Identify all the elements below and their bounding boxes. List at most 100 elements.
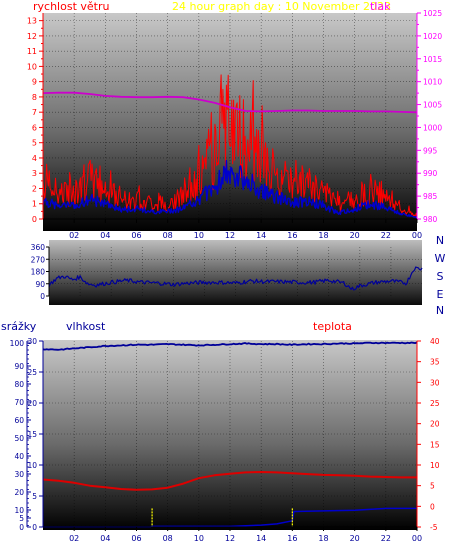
temperature-y-tick-label: 25: [430, 399, 440, 408]
wind-axis-label: rychlost větru: [33, 0, 109, 13]
humidity-y-tick-label: 10: [27, 461, 37, 470]
pressure-line: [42, 91, 418, 114]
rain-y-tick-label: 60: [14, 416, 24, 425]
pressure-y-tick-label: 995: [423, 146, 438, 155]
humidity-y-tick-label: 15: [27, 430, 37, 439]
rain-y-tick-label: 30: [14, 470, 24, 479]
wind-y-tick-label: 10: [27, 62, 37, 71]
temperature-y-tick-label: -5: [430, 523, 438, 532]
temperature-y-tick-label: 20: [430, 420, 440, 429]
chart-marks: [42, 74, 423, 528]
rain-y-tick-label: 0: [19, 523, 24, 532]
compass-label: N: [436, 234, 444, 247]
humidity-y-tick-label: 0: [32, 523, 37, 532]
pressure-y-tick-label: 990: [423, 169, 438, 178]
temperature-y-tick-label: 15: [430, 440, 440, 449]
temperature-y-tick-label: 35: [430, 358, 440, 367]
wind-y-tick-label: 11: [27, 47, 37, 56]
humidity-y-tick-label: 30: [27, 337, 37, 346]
pressure-y-tick-label: 1010: [423, 78, 442, 87]
wind-y-tick-label: 5: [32, 139, 37, 148]
rain-y-tick-label: 20: [14, 488, 24, 497]
pressure-y-tick-label: 1015: [423, 55, 442, 64]
rain-axis-label: srážky: [1, 320, 37, 333]
rain-y-tick-label: 40: [14, 452, 24, 461]
wind-x-tick-label: 16: [287, 231, 297, 240]
wind-y-tick-label: 12: [27, 32, 37, 41]
humidity-axis-label: vlhkost: [66, 320, 106, 333]
wind-base-line: [42, 159, 418, 219]
humidity-x-tick-label: 10: [194, 534, 204, 543]
wind-y-tick-label: 1: [32, 200, 37, 209]
chart-title: 24 hour graph day : 10 November 2023: [172, 0, 391, 13]
wind-y-tick-label: 0: [32, 215, 37, 224]
wind-x-tick-label: 02: [69, 231, 79, 240]
rain-y-tick-label: 100: [10, 339, 25, 348]
wind-y-tick-label: 6: [32, 123, 37, 132]
compass-label: E: [437, 288, 444, 301]
wind-speed-line: [42, 74, 418, 218]
humidity-x-tick-label: 18: [318, 534, 328, 543]
temperature-y-tick-label: 10: [430, 461, 440, 470]
wind-x-tick-label: 20: [350, 231, 360, 240]
wind-x-tick-label: 14: [256, 231, 266, 240]
wind-x-tick-label: 00: [412, 231, 422, 240]
wind-y-tick-label: 3: [32, 169, 37, 178]
pressure-y-tick-label: 985: [423, 192, 438, 201]
humidity-y-tick-label: 20: [27, 399, 37, 408]
axes: 0123456789101112139809859909951000100510…: [10, 9, 446, 543]
humidity-x-tick-label: 06: [131, 534, 141, 543]
direction-y-tick-label: 90: [35, 280, 45, 289]
grid-lines: [43, 13, 422, 527]
wind-y-tick-label: 7: [32, 108, 37, 117]
temperature-y-tick-label: 0: [430, 502, 435, 511]
temperature-y-tick-label: 30: [430, 378, 440, 387]
temperature-line: [42, 471, 417, 491]
wind-y-tick-label: 9: [32, 78, 37, 87]
temperature-y-tick-label: 40: [430, 337, 440, 346]
humidity-line: [42, 341, 418, 351]
temperature-axis-label: teplota: [313, 320, 352, 333]
humidity-x-tick-label: 08: [163, 534, 173, 543]
pressure-y-tick-label: 1025: [423, 9, 442, 18]
humidity-x-tick-label: 20: [350, 534, 360, 543]
wind-x-tick-label: 10: [194, 231, 204, 240]
direction-y-tick-label: 0: [40, 292, 45, 301]
wind-x-tick-label: 18: [318, 231, 328, 240]
humidity-y-tick-label: 25: [27, 368, 37, 377]
direction-y-tick-label: 360: [31, 243, 46, 252]
humidity-x-tick-label: 04: [100, 534, 110, 543]
rain-y-tick-label: 10: [14, 506, 24, 515]
humidity-x-tick-label: 14: [256, 534, 266, 543]
temperature-y-tick-label: 5: [430, 482, 435, 491]
pressure-axis-label: tlak: [370, 0, 391, 13]
compass-label: W: [435, 252, 446, 265]
wind-x-tick-label: 12: [225, 231, 235, 240]
humidity-x-tick-label: 22: [381, 534, 391, 543]
pressure-y-tick-label: 1020: [423, 32, 442, 41]
humidity-y-tick-label: 5: [32, 492, 37, 501]
wind-x-tick-label: 04: [100, 231, 110, 240]
pressure-y-tick-label: 1000: [423, 123, 442, 132]
rain-y-tick-label: 90: [14, 362, 24, 371]
pressure-y-tick-label: 1005: [423, 101, 442, 110]
humidity-x-tick-label: 00: [412, 534, 422, 543]
rain-y-tick-label: 50: [14, 434, 24, 443]
wind-direction-line: [48, 266, 423, 291]
direction-y-tick-label: 180: [31, 268, 46, 277]
wind-y-tick-label: 2: [32, 184, 37, 193]
wind-y-tick-label: 13: [27, 17, 37, 26]
pressure-y-tick-label: 980: [423, 215, 438, 224]
humidity-x-tick-label: 16: [287, 534, 297, 543]
wind-x-tick-label: 22: [381, 231, 391, 240]
wind-x-tick-label: 06: [131, 231, 141, 240]
wind-y-tick-label: 4: [32, 154, 37, 163]
wind-y-tick-label: 8: [32, 93, 37, 102]
rain-y-tick-label: 5: [19, 514, 24, 523]
humidity-x-tick-label: 12: [225, 534, 235, 543]
rain-y-tick-label: 70: [14, 398, 24, 407]
rain-y-tick-label: 80: [14, 380, 24, 389]
compass-label: S: [437, 270, 444, 283]
